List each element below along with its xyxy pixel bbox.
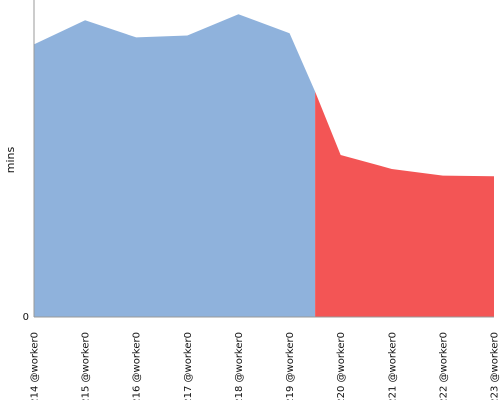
- y-tick-label: 0: [23, 312, 29, 323]
- area-series-after: [315, 92, 494, 317]
- x-tick-labels: #214 @worker0 #215 @worker0 #216 @worker0 #…: [30, 332, 500, 400]
- x-tick-label: #223 @worker0: [490, 332, 500, 400]
- area-series-before: [34, 14, 315, 317]
- x-tick-label: #220 @worker0: [336, 332, 347, 400]
- x-tick-label: #214 @worker0: [30, 332, 41, 400]
- x-tick-label: #222 @worker0: [438, 332, 449, 400]
- x-tick-label: #221 @worker0: [387, 332, 398, 400]
- y-axis-label: mins: [4, 146, 17, 173]
- x-tick-label: #215 @worker0: [81, 332, 92, 400]
- x-tick-label: #216 @worker0: [132, 332, 143, 400]
- x-tick-label: #219 @worker0: [285, 332, 296, 400]
- x-tick-label: #217 @worker0: [183, 332, 194, 400]
- x-tick-label: #218 @worker0: [234, 332, 245, 400]
